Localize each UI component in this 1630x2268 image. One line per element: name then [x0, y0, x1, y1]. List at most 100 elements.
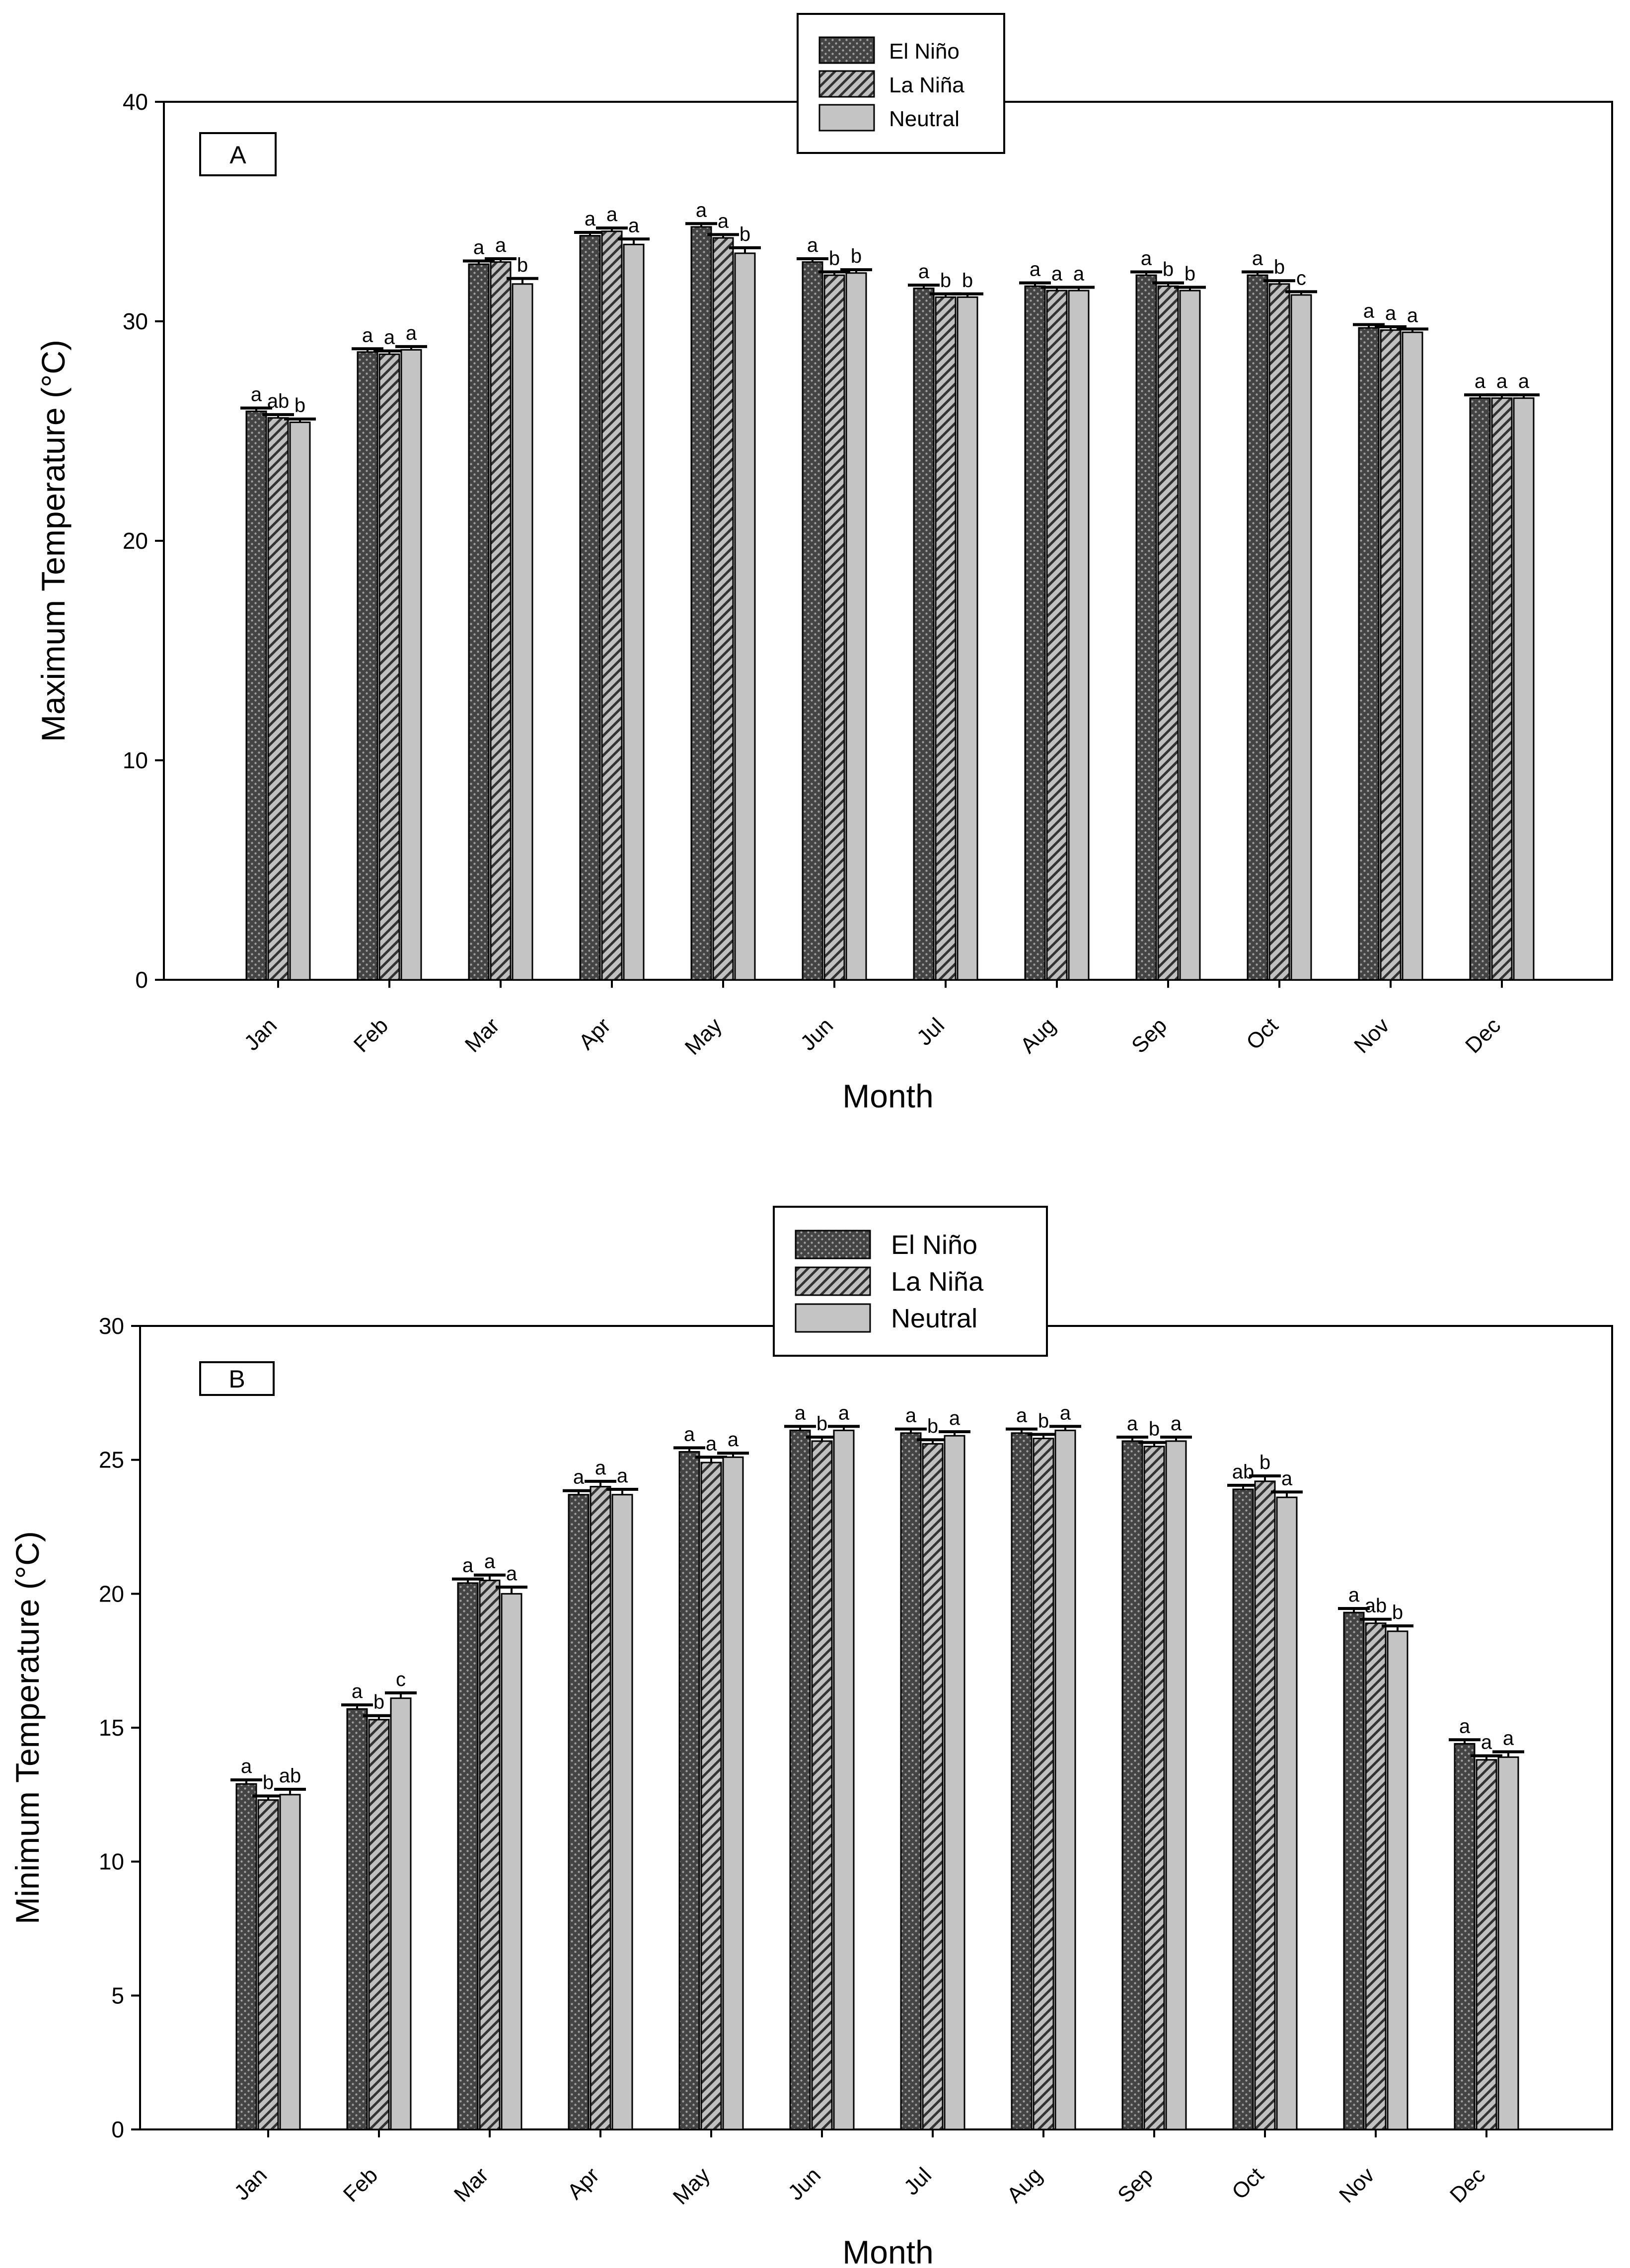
panel-b-significance-letter: a: [838, 1402, 850, 1424]
panel-a-bar-la-nina-may: [712, 237, 734, 981]
panel-b-x-tick-label: Mar: [449, 2163, 493, 2206]
panel-b-bar-la-nina-apr: [590, 1486, 611, 2130]
panel-b-bar-la-nina-dec: [1476, 1759, 1497, 2130]
panel-b-significance-letter: a: [241, 1756, 252, 1777]
panel-a-significance-letter: a: [585, 208, 596, 230]
panel-b-x-tick-label: Oct: [1227, 2163, 1268, 2204]
legend-label-el-nino: El Niño: [889, 39, 960, 64]
panel-b-bar-el-nino-apr: [568, 1494, 590, 2130]
panel-a-significance-letter: a: [1073, 263, 1085, 285]
panel-b-bar-la-nina-aug: [1033, 1438, 1054, 2130]
panel-a-significance-letter: b: [517, 254, 528, 276]
panel-b-significance-letter: ab: [279, 1765, 301, 1787]
panel-a-bar-el-nino-mar: [468, 263, 490, 981]
panel-a-significance-letter: a: [495, 234, 507, 256]
panel-b-bar-el-nino-jan: [235, 1783, 257, 2130]
panel-b-bar-la-nina-may: [700, 1462, 722, 2130]
panel-b-significance-letter: a: [352, 1681, 363, 1702]
panel-b-bar-el-nino-jul: [900, 1432, 922, 2130]
panel-a-significance-letter: a: [473, 236, 485, 258]
panel-a-significance-letter: a: [251, 384, 262, 406]
panel-b-bar-neutral-jun: [833, 1429, 855, 2130]
panel-b-bar-neutral-apr: [611, 1494, 633, 2130]
panel-a-significance-letter: a: [1363, 300, 1375, 322]
panel-a-y-tick-label: 0: [135, 967, 148, 993]
panel-a-bar-la-nina-jun: [823, 274, 845, 981]
panel-b-bar-el-nino-may: [678, 1451, 700, 2130]
panel-b-x-tick-label: Jun: [783, 2163, 825, 2205]
panel-a-bar-la-nina-apr: [601, 230, 623, 981]
panel-a-significance-letter: a: [1051, 263, 1063, 285]
panel-a-significance-letter: a: [696, 199, 707, 221]
panel-b-bar-la-nina-feb: [368, 1719, 390, 2130]
panel-a-significance-letter: a: [628, 215, 640, 236]
panel-b-x-tick-label: Dec: [1445, 2163, 1490, 2207]
panel-a-significance-letter: a: [718, 210, 729, 232]
panel-a-bar-la-nina-oct: [1268, 283, 1290, 981]
panel-b-x-tick-label: Sep: [1113, 2163, 1158, 2207]
panel-b-significance-letter: a: [1171, 1413, 1182, 1435]
panel-a-bar-la-nina-feb: [378, 353, 400, 981]
panel-a-x-tick-label: Jul: [912, 1013, 949, 1050]
legend-swatch-la-nina: [795, 1266, 871, 1296]
panel-b-bar-neutral-mar: [501, 1593, 522, 2130]
panel-a-tag-label: A: [229, 141, 246, 169]
panel-b-significance-letter: b: [816, 1413, 827, 1435]
panel-a-bar-neutral-oct: [1290, 294, 1312, 981]
panel-b-x-axis: Jan Feb Mar Apr May Jun Jul Aug Sep Oct Nov Dec: [229, 2129, 1490, 2209]
panel-a-x-axis-title: Month: [842, 1078, 933, 1114]
panel-b-significance-letter: a: [484, 1551, 496, 1573]
panel-b-significance-letter: a: [617, 1465, 628, 1487]
panel-b-bar-neutral-aug: [1054, 1429, 1076, 2130]
legend-swatch-el-nino: [818, 36, 875, 64]
panel-b-bar-neutral-feb: [390, 1697, 412, 2130]
panel-b-bar-neutral-dec: [1497, 1756, 1519, 2130]
panel-a-bar-el-nino-jan: [245, 410, 267, 981]
panel-b-x-tick-label: Jan: [229, 2163, 272, 2205]
panel-a-bar-la-nina-jul: [935, 296, 957, 981]
panel-b-bar-el-nino-oct: [1232, 1488, 1254, 2130]
panel-a-bar-neutral-jan: [289, 421, 311, 981]
panel-b-bar-neutral-nov: [1387, 1630, 1408, 2130]
panel-b-x-axis-title: Month: [842, 2234, 933, 2268]
panel-a-tag: A: [199, 132, 277, 176]
panel-a-bar-neutral-feb: [400, 349, 422, 981]
panel-a-significance-letter: b: [1274, 256, 1285, 278]
panel-a-significance-letter: a: [1385, 302, 1397, 324]
panel-b-significance-letter: a: [573, 1466, 585, 1488]
panel-b-bar-el-nino-sep: [1121, 1440, 1143, 2130]
panel-a-bar-neutral-nov: [1402, 331, 1423, 981]
panel-b-significance-letter: a: [1060, 1402, 1071, 1424]
panel-a-significance-letter: a: [606, 204, 618, 225]
panel-b-bar-la-nina-jan: [257, 1799, 279, 2130]
panel-a-significance-letter: a: [1518, 370, 1530, 392]
panel-b-bar-la-nina-nov: [1365, 1622, 1387, 2130]
panel-b-bar-el-nino-aug: [1011, 1432, 1033, 2130]
panel-b-bar-neutral-sep: [1165, 1440, 1187, 2130]
panel-a-bar-el-nino-feb: [357, 351, 378, 981]
panel-b-x-tick-label: May: [668, 2163, 715, 2209]
panel-b-significance-letter: a: [1459, 1715, 1471, 1737]
panel-b-significance-letter: a: [905, 1405, 917, 1427]
panel-b-y-tick-label: 30: [99, 1313, 124, 1339]
panel-b-bar-la-nina-mar: [479, 1579, 501, 2130]
panel-b-min-temperature: 0 5 10 15 20 25 30 Jan Feb Mar Apr May Jun Jul Aug Sep…: [9, 1206, 1613, 2268]
panel-a-x-tick-label: May: [680, 1013, 727, 1059]
panel-a-y-tick-label: 30: [123, 308, 148, 334]
panel-b-x-tick-label: Apr: [563, 2163, 604, 2204]
panel-b-x-tick-label: Feb: [339, 2163, 382, 2206]
panel-b-significance-letter: a: [1127, 1413, 1138, 1435]
panel-a-x-tick-label: Nov: [1349, 1013, 1394, 1058]
legend-swatch-el-nino: [795, 1230, 871, 1259]
panel-a-bar-neutral-mar: [512, 283, 533, 981]
panel-b-bar-la-nina-jun: [811, 1440, 833, 2130]
panel-b-significance-letter: c: [396, 1669, 406, 1690]
panel-a-significance-letter: b: [829, 248, 840, 270]
panel-b-significance-letter: a: [506, 1563, 518, 1585]
panel-b-significance-letter: a: [1481, 1732, 1492, 1754]
panel-b-bar-el-nino-feb: [346, 1708, 368, 2130]
panel-a-significance-letter: a: [1141, 248, 1152, 270]
panel-b-x-tick-label: Aug: [1002, 2163, 1047, 2207]
